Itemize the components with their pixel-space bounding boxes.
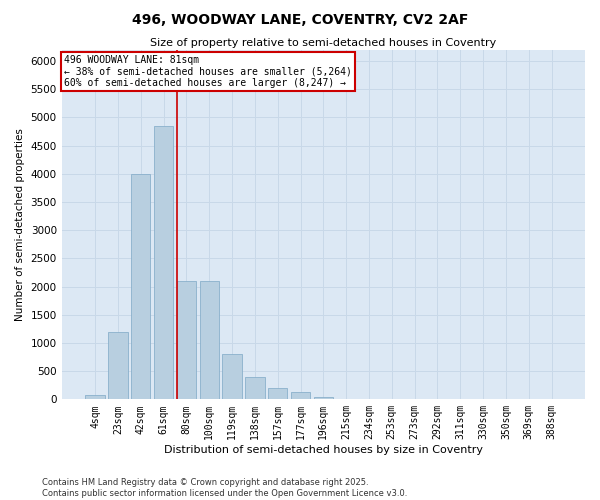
Y-axis label: Number of semi-detached properties: Number of semi-detached properties [15,128,25,321]
Bar [291,392,310,400]
Bar [131,174,151,400]
Bar [268,388,287,400]
Text: 496, WOODWAY LANE, COVENTRY, CV2 2AF: 496, WOODWAY LANE, COVENTRY, CV2 2AF [132,12,468,26]
Bar [154,126,173,400]
Bar [177,281,196,400]
Bar [314,396,333,400]
Bar [337,399,356,400]
Bar [108,332,128,400]
Title: Size of property relative to semi-detached houses in Coventry: Size of property relative to semi-detach… [150,38,496,48]
Bar [223,354,242,400]
Bar [245,377,265,400]
Text: Contains HM Land Registry data © Crown copyright and database right 2025.
Contai: Contains HM Land Registry data © Crown c… [42,478,407,498]
Bar [85,395,105,400]
Text: 496 WOODWAY LANE: 81sqm
← 38% of semi-detached houses are smaller (5,264)
60% of: 496 WOODWAY LANE: 81sqm ← 38% of semi-de… [64,55,352,88]
X-axis label: Distribution of semi-detached houses by size in Coventry: Distribution of semi-detached houses by … [164,445,483,455]
Bar [200,281,219,400]
